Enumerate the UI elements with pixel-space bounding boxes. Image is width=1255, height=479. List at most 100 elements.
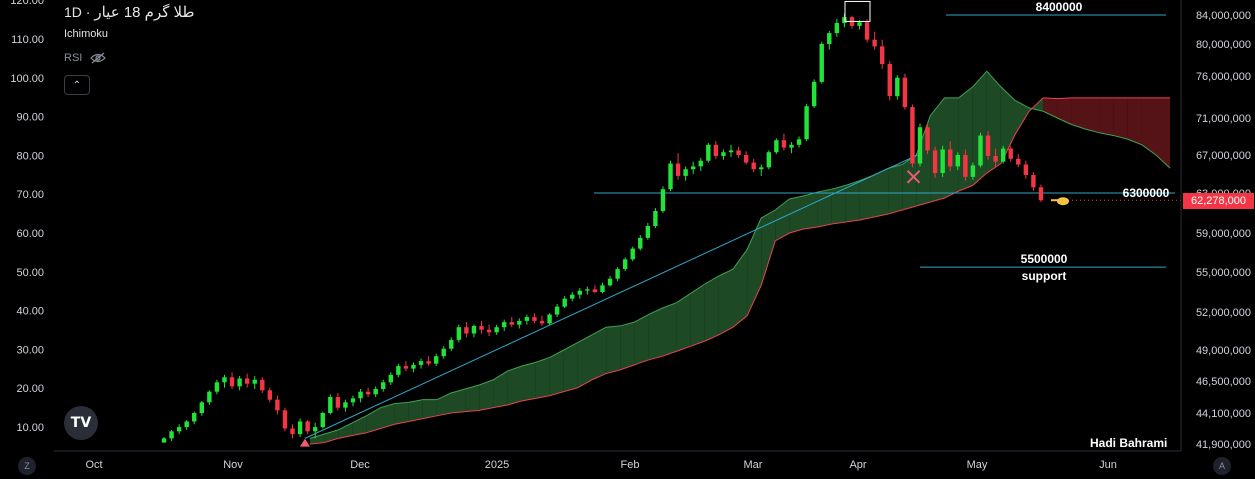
- cloud-segment: [718, 269, 733, 335]
- candle-body: [804, 106, 809, 140]
- candle-body: [222, 377, 227, 383]
- candle-body: [388, 374, 393, 383]
- y-left-tick: 70.00: [16, 189, 44, 201]
- cloud-segment: [859, 174, 874, 220]
- candle-body: [675, 163, 681, 176]
- candle-body: [948, 149, 953, 167]
- candle-body: [774, 140, 779, 153]
- chevron-up-icon: ⌃: [72, 79, 82, 91]
- candle-body: [925, 127, 930, 151]
- candle-body: [577, 290, 582, 295]
- x-tick: Mar: [744, 459, 763, 471]
- level-label: 6300000: [1123, 186, 1170, 200]
- candle-body: [260, 379, 265, 391]
- collapse-indicators-button[interactable]: ⌃: [64, 75, 90, 95]
- candle-body: [653, 211, 658, 226]
- level-sublabel: support: [1022, 269, 1067, 283]
- y-axis-right[interactable]: 84,000,000 80,000,000 76,000,000 71,000,000…: [1180, 0, 1251, 451]
- cloud-segment: [310, 434, 325, 444]
- x-axis[interactable]: Oct Nov Dec 2025 Feb Mar Apr May Jun: [54, 450, 1181, 471]
- chart-legend[interactable]: 1D · طلا گرم 18 عیار: [64, 3, 194, 21]
- cloud-segment: [592, 327, 607, 380]
- candle-body: [524, 317, 530, 321]
- tradingview-logo[interactable]: TV: [64, 406, 98, 440]
- trendline-layer[interactable]: [304, 154, 918, 439]
- y-right-tick: 49,000,000: [1196, 345, 1251, 357]
- candle-body: [502, 322, 507, 328]
- cloud-segment: [606, 325, 621, 374]
- horizontal-levels[interactable]: 8400000 6300000 5500000 support: [594, 0, 1181, 283]
- candle-body: [554, 306, 560, 315]
- candle-body: [517, 320, 522, 325]
- candle-body: [728, 150, 734, 153]
- candle-body: [547, 314, 552, 324]
- candle-body: [691, 166, 696, 170]
- candle-body: [1023, 164, 1029, 175]
- indicator-ichimoku[interactable]: Ichimoku: [64, 28, 108, 40]
- candle-body: [736, 150, 741, 155]
- hidden-eye-icon[interactable]: [90, 52, 107, 64]
- cloud-segment: [930, 97, 945, 202]
- highlight-box: [844, 0, 871, 22]
- cloud-segment: [380, 403, 395, 429]
- candle-body: [570, 294, 575, 299]
- auto-scale-button[interactable]: A: [1213, 457, 1231, 475]
- candle-body: [955, 155, 960, 167]
- candle-body: [184, 421, 189, 428]
- candle-body: [781, 140, 787, 148]
- x-tick: Feb: [621, 459, 640, 471]
- candle-body: [411, 364, 416, 369]
- cloud-segment: [549, 350, 564, 396]
- candle-body: [244, 378, 250, 384]
- cloud-segment: [733, 249, 748, 328]
- y-left-tick: 10.00: [16, 422, 44, 434]
- cloud-segment: [690, 284, 705, 347]
- candle-body: [630, 248, 635, 260]
- y-right-tick: 55,000,000: [1196, 267, 1251, 279]
- candle-body: [343, 402, 348, 408]
- candle-body: [827, 33, 832, 44]
- zoom-button[interactable]: Z: [18, 457, 36, 475]
- cloud-segment: [352, 415, 367, 436]
- candle-body: [539, 320, 545, 324]
- cloud-segment: [563, 342, 578, 392]
- candle-body: [1016, 158, 1021, 165]
- candle-body: [683, 169, 688, 176]
- candle-body: [834, 22, 840, 34]
- candle-body: [789, 144, 794, 148]
- candle-body: [297, 421, 303, 435]
- author-label: Hadi Bahrami: [1090, 436, 1168, 450]
- cloud-segment: [831, 185, 846, 224]
- candle-body: [1031, 174, 1036, 188]
- candle-body: [857, 22, 862, 26]
- cloud-segment: [577, 334, 592, 388]
- candle-body: [1000, 148, 1006, 162]
- cloud-segment: [817, 189, 832, 227]
- cloud-segment: [775, 199, 790, 241]
- cloud-segment: [507, 366, 522, 405]
- candle-body: [456, 327, 462, 340]
- level-label: 8400000: [1036, 0, 1083, 14]
- candle-body: [622, 259, 628, 270]
- indicator-rsi[interactable]: RSI: [64, 52, 107, 64]
- candle-body: [592, 289, 598, 292]
- candle-body: [320, 413, 325, 428]
- y-right-tick: 67,000,000: [1196, 150, 1251, 162]
- y-right-tick: 41,900,000: [1196, 439, 1251, 451]
- cloud-segment: [535, 357, 550, 399]
- cloud-segment: [662, 302, 677, 357]
- candle-body: [282, 410, 288, 429]
- y-left-tick: 120.00: [10, 0, 44, 7]
- cross-mark-b: [906, 170, 921, 184]
- cloud-segment: [972, 71, 987, 186]
- candle-body: [471, 325, 477, 334]
- candle-body: [433, 356, 439, 364]
- cloud-segment: [338, 422, 353, 439]
- candle-body: [169, 431, 174, 439]
- candle-body: [668, 163, 673, 190]
- candle-body: [963, 155, 968, 177]
- indicator-label: Ichimoku: [64, 28, 109, 40]
- y-right-tick: 44,100,000: [1196, 408, 1251, 420]
- legend-separator: ·: [85, 4, 91, 20]
